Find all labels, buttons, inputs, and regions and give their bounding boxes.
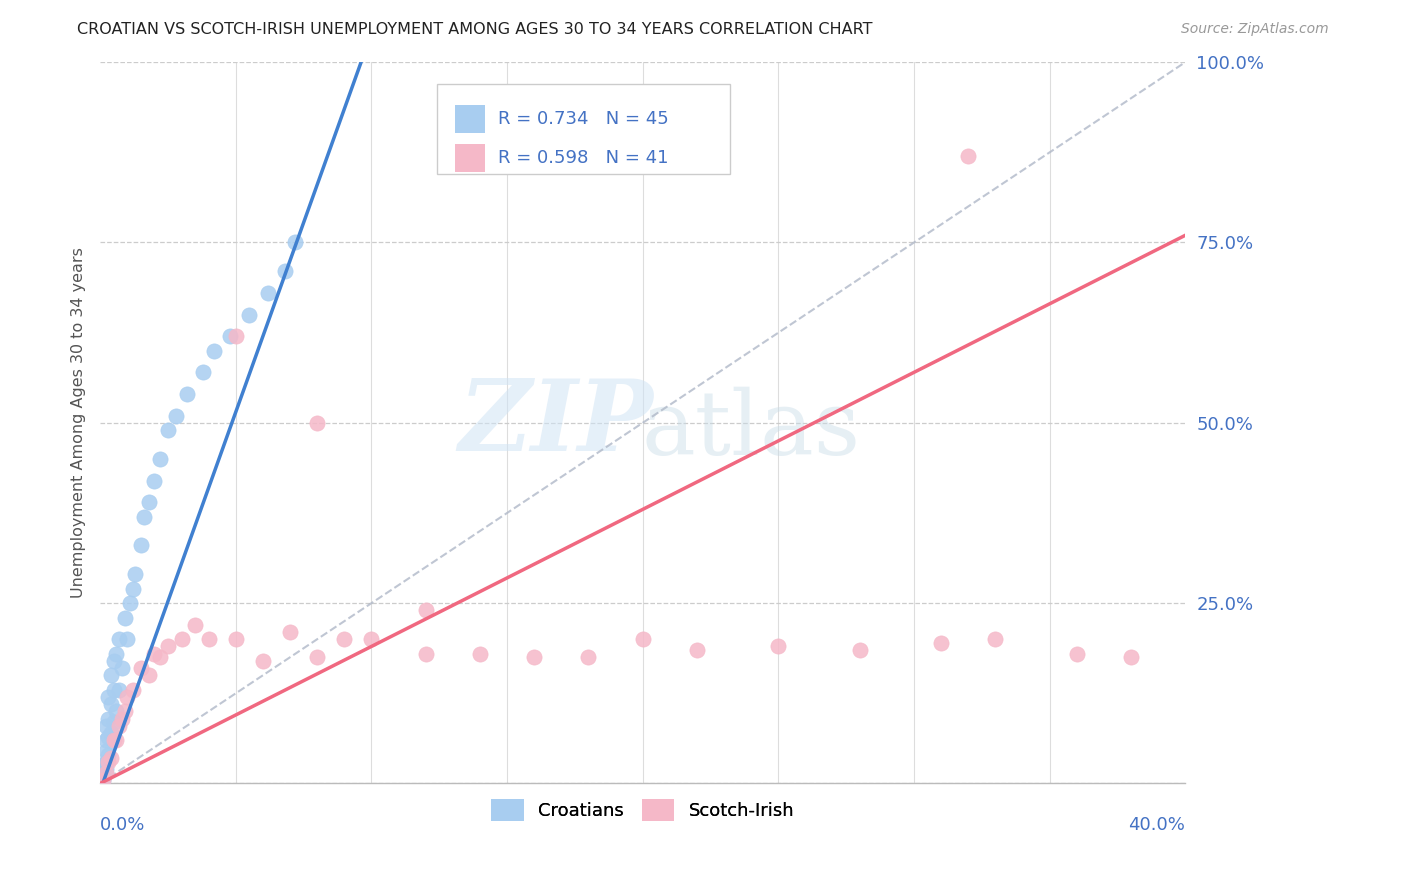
- Text: Source: ZipAtlas.com: Source: ZipAtlas.com: [1181, 22, 1329, 37]
- Point: [415, 603, 437, 617]
- Point: [105, 704, 128, 718]
- Text: R = 0.734   N = 45: R = 0.734 N = 45: [498, 110, 669, 128]
- Text: 40.0%: 40.0%: [1129, 816, 1185, 834]
- Point: [100, 726, 122, 740]
- Point: [984, 632, 1007, 647]
- Point: [103, 715, 125, 730]
- Point: [103, 733, 125, 747]
- Point: [97, 747, 120, 762]
- Y-axis label: Unemployment Among Ages 30 to 34 years: Unemployment Among Ages 30 to 34 years: [72, 247, 86, 599]
- Point: [114, 704, 136, 718]
- Point: [257, 285, 280, 300]
- Point: [138, 668, 160, 682]
- Point: [415, 647, 437, 661]
- Legend: Croatians, Scotch-Irish: Croatians, Scotch-Irish: [484, 792, 801, 829]
- Text: CROATIAN VS SCOTCH-IRISH UNEMPLOYMENT AMONG AGES 30 TO 34 YEARS CORRELATION CHAR: CROATIAN VS SCOTCH-IRISH UNEMPLOYMENT AM…: [77, 22, 873, 37]
- Point: [117, 690, 139, 704]
- Point: [929, 636, 952, 650]
- Point: [1119, 650, 1142, 665]
- Point: [91, 758, 114, 772]
- Point: [94, 719, 117, 733]
- Point: [238, 308, 260, 322]
- Point: [91, 772, 114, 787]
- Point: [165, 409, 187, 423]
- Point: [97, 690, 120, 704]
- Text: atlas: atlas: [641, 386, 860, 474]
- Point: [105, 647, 128, 661]
- Point: [108, 682, 131, 697]
- Point: [307, 416, 329, 430]
- Point: [91, 768, 114, 782]
- Point: [94, 765, 117, 780]
- Point: [91, 771, 114, 785]
- Point: [686, 643, 709, 657]
- Point: [156, 640, 179, 654]
- Point: [94, 755, 117, 769]
- Point: [1066, 647, 1088, 661]
- Point: [91, 772, 114, 787]
- Point: [143, 474, 166, 488]
- Point: [768, 640, 790, 654]
- Point: [252, 654, 274, 668]
- Point: [225, 632, 247, 647]
- Point: [176, 387, 198, 401]
- Point: [360, 632, 382, 647]
- Point: [121, 582, 143, 596]
- Text: ZIP: ZIP: [458, 375, 654, 471]
- Point: [523, 650, 546, 665]
- Point: [97, 755, 120, 769]
- Point: [149, 451, 172, 466]
- Point: [132, 509, 155, 524]
- Point: [121, 682, 143, 697]
- Point: [111, 661, 134, 675]
- Point: [957, 149, 980, 163]
- Point: [108, 719, 131, 733]
- Point: [284, 235, 307, 250]
- Point: [468, 647, 491, 661]
- Point: [124, 567, 146, 582]
- Text: R = 0.598   N = 41: R = 0.598 N = 41: [498, 149, 669, 167]
- Point: [94, 762, 117, 776]
- Bar: [456, 145, 485, 171]
- Point: [138, 495, 160, 509]
- Point: [94, 744, 117, 758]
- Point: [103, 682, 125, 697]
- Point: [156, 423, 179, 437]
- Point: [225, 329, 247, 343]
- Point: [117, 632, 139, 647]
- Point: [631, 632, 654, 647]
- Point: [307, 650, 329, 665]
- Point: [114, 610, 136, 624]
- Point: [849, 643, 872, 657]
- Point: [278, 625, 301, 640]
- Point: [578, 650, 600, 665]
- Point: [129, 661, 152, 675]
- Text: 0.0%: 0.0%: [100, 816, 145, 834]
- Point: [197, 632, 219, 647]
- Point: [219, 329, 242, 343]
- Point: [333, 632, 356, 647]
- Point: [118, 596, 141, 610]
- Point: [129, 538, 152, 552]
- Point: [94, 733, 117, 747]
- Point: [103, 654, 125, 668]
- Point: [143, 647, 166, 661]
- Point: [100, 697, 122, 711]
- Point: [97, 712, 120, 726]
- Point: [105, 733, 128, 747]
- Point: [91, 764, 114, 778]
- Point: [100, 668, 122, 682]
- Point: [111, 712, 134, 726]
- Point: [97, 730, 120, 744]
- Point: [184, 617, 207, 632]
- Point: [193, 365, 215, 379]
- Point: [202, 343, 225, 358]
- FancyBboxPatch shape: [436, 84, 730, 174]
- Point: [170, 632, 193, 647]
- Point: [100, 751, 122, 765]
- Point: [273, 264, 295, 278]
- Point: [108, 632, 131, 647]
- Point: [149, 650, 172, 665]
- Bar: [456, 105, 485, 133]
